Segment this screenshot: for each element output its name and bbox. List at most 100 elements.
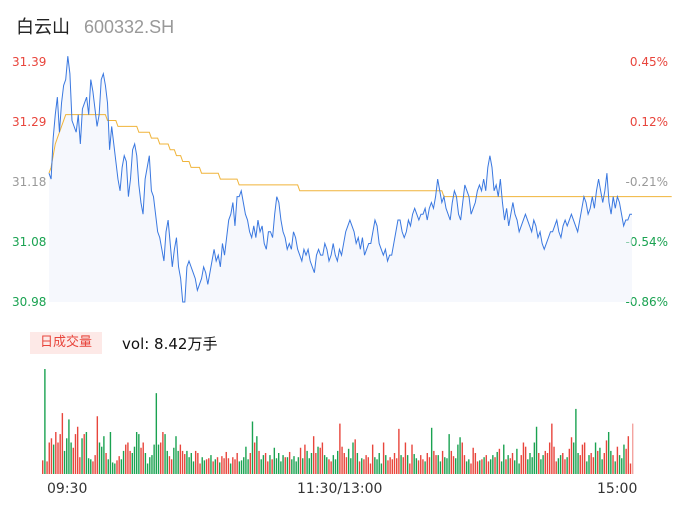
volume-bar: [330, 461, 332, 474]
volume-bar: [452, 456, 455, 474]
volume-bar: [83, 434, 85, 474]
volume-bar: [310, 453, 313, 474]
volume-bar: [433, 450, 435, 474]
volume-bar: [607, 432, 610, 474]
volume-bar: [111, 462, 114, 474]
volume-bar: [365, 455, 367, 474]
volume-bar: [275, 458, 278, 474]
price-line: [48, 56, 632, 303]
volume-bar: [583, 442, 586, 474]
volume-bar: [439, 461, 442, 474]
volume-bar: [459, 437, 461, 474]
volume-bar: [199, 463, 201, 474]
volume-bar: [398, 428, 400, 474]
volume-bar: [146, 463, 149, 474]
volume-bar: [597, 450, 599, 474]
volume-bar: [476, 461, 479, 474]
volume-bar: [455, 458, 457, 474]
volume-bar: [149, 457, 151, 474]
volume-bar: [101, 446, 103, 474]
volume-bar: [315, 453, 317, 474]
volume-bar: [337, 450, 339, 474]
volume-bar: [411, 444, 413, 474]
volume-bar: [247, 459, 249, 474]
volume-bar: [297, 457, 300, 474]
volume-bar: [553, 446, 555, 474]
volume-bar: [227, 458, 230, 474]
volume-bar: [153, 444, 155, 474]
volume-bar: [288, 451, 291, 474]
volume-bar: [555, 461, 557, 474]
volume-bar: [492, 455, 494, 474]
volume-bar: [441, 450, 444, 474]
volume-bar: [350, 458, 352, 474]
volume-bar: [328, 459, 330, 474]
volume-bar: [260, 459, 262, 474]
average-price-line: [48, 114, 672, 198]
volume-bar: [282, 455, 284, 474]
volume-bar: [212, 461, 214, 474]
volume-bar: [479, 460, 481, 474]
volume-bar: [457, 444, 459, 474]
volume-bar: [494, 457, 496, 474]
volume-bar: [406, 455, 409, 474]
price-fill: [49, 56, 632, 303]
volume-bar: [378, 453, 380, 474]
volume-bar: [61, 413, 64, 474]
volume-bar: [367, 457, 369, 474]
volume-bar: [280, 461, 282, 474]
volume-bar: [588, 455, 590, 474]
volume-bar: [533, 442, 536, 474]
volume-bar: [505, 459, 507, 474]
volume-bar: [184, 454, 186, 474]
volume-bar: [173, 447, 175, 474]
volume-bar: [236, 453, 238, 474]
volume-bar: [468, 459, 470, 474]
volume-bar: [267, 461, 269, 474]
volume-bar: [249, 453, 251, 474]
volume-bar: [564, 459, 566, 474]
volume-bar: [538, 453, 540, 474]
volume-bar: [284, 457, 286, 474]
volume-bar: [551, 423, 553, 474]
pct-tick-2: -0.21%: [625, 175, 668, 189]
volume-bar: [238, 461, 241, 474]
volume-bar: [489, 459, 492, 474]
volume-bar: [446, 458, 448, 474]
volume-bar: [291, 459, 293, 474]
volume-bar: [483, 457, 485, 474]
volume-bar: [334, 459, 337, 474]
volume-bar: [273, 447, 276, 474]
volume-bar: [332, 455, 335, 474]
volume-bar: [402, 457, 404, 474]
volume-bar: [518, 463, 520, 474]
volume-bar: [546, 453, 549, 474]
volume-bar: [312, 436, 315, 474]
volume-bar: [603, 453, 605, 474]
volume-bar: [125, 444, 127, 474]
volume-bar: [295, 461, 297, 474]
volume-bar: [579, 455, 581, 474]
volume-bar: [90, 459, 92, 474]
volume-bar: [507, 455, 509, 474]
pct-tick-4: -0.86%: [625, 295, 668, 309]
volume-bar: [256, 436, 258, 474]
volume-bar: [529, 453, 531, 474]
volume-bar: [485, 455, 487, 474]
volume-bar: [286, 457, 289, 474]
volume-bar: [116, 460, 118, 474]
volume-bar: [81, 438, 83, 474]
time-tick-close: 15:00: [597, 481, 638, 497]
volume-bar: [594, 442, 597, 474]
volume-bar: [540, 459, 542, 474]
volume-bar: [306, 450, 308, 474]
volume-tab[interactable]: 日成交量: [30, 332, 103, 354]
volume-bar: [142, 442, 144, 474]
volume-bar: [326, 457, 328, 474]
volume-bar: [70, 442, 72, 474]
volume-bar: [387, 460, 389, 474]
volume-bar: [194, 450, 197, 474]
volume-bar: [396, 458, 398, 474]
volume-bar: [625, 448, 627, 474]
volume-bar: [498, 448, 501, 474]
